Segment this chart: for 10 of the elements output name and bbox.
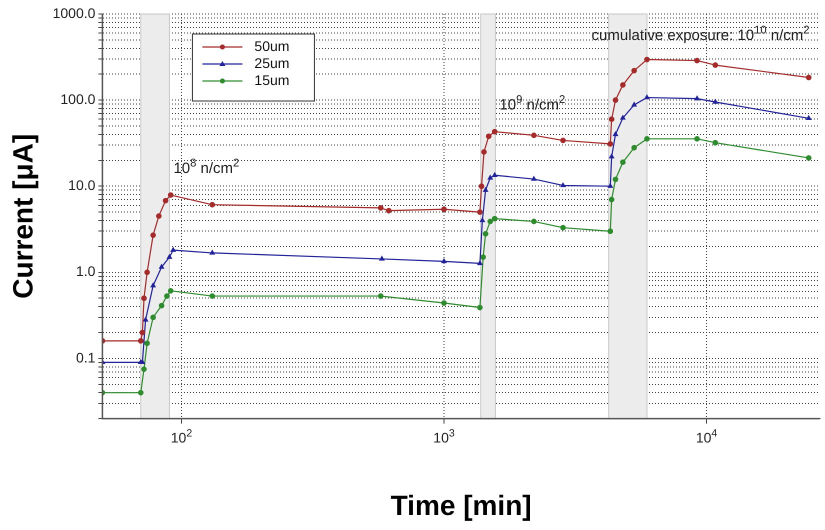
y-tick-label: 100.0 <box>60 90 96 107</box>
legend-label: 15um <box>254 72 290 88</box>
y-tick-label: 10.0 <box>68 177 96 194</box>
y-tick-label: 1000.0 <box>52 4 96 21</box>
y-tick-label: 0.1 <box>76 349 96 366</box>
legend-label: 50um <box>254 38 290 54</box>
y-axis-title: Current [μA] <box>8 134 39 299</box>
y-tick-label: 1.0 <box>76 263 96 280</box>
x-axis-title: Time [min] <box>390 490 532 521</box>
legend-label: 25um <box>254 54 290 71</box>
